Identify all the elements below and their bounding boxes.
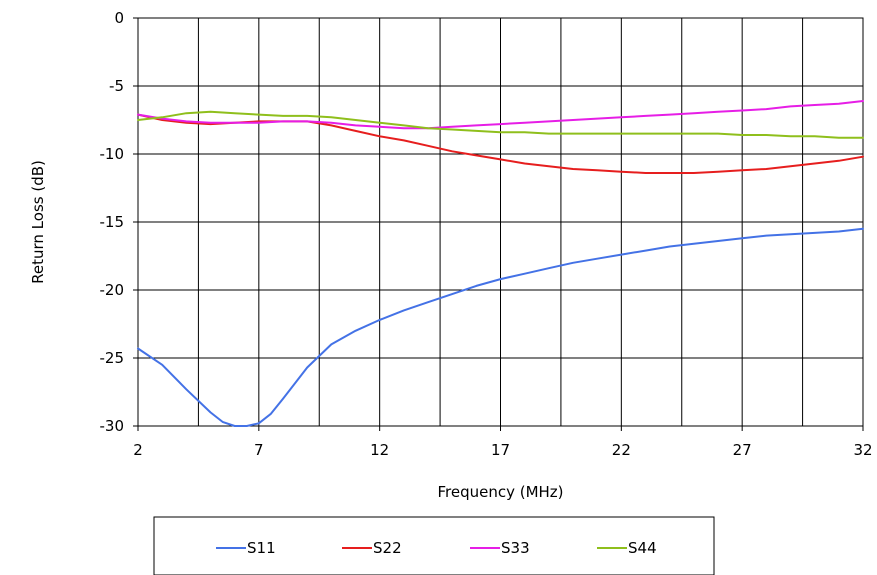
- series-line-s44: [137, 110, 864, 139]
- y-tick-label: -15: [100, 213, 125, 231]
- legend-label-s33: S33: [501, 539, 530, 557]
- series-line-s33: [137, 100, 864, 130]
- y-tick-label: -5: [109, 77, 124, 95]
- legend-label-s44: S44: [628, 539, 657, 557]
- y-axis-title: Return Loss (dB): [29, 160, 47, 284]
- chart-legend: S11 S22 S33 S44: [153, 516, 715, 575]
- x-tick-label: 27: [733, 441, 752, 459]
- chart-grid: [138, 17, 863, 427]
- series-layer: [137, 100, 864, 427]
- legend-label-s11: S11: [247, 539, 276, 557]
- y-tick-label: -25: [100, 349, 125, 367]
- series-line-s22: [137, 113, 864, 174]
- x-tick-label: 2: [133, 441, 143, 459]
- x-tick-label: 32: [853, 441, 872, 459]
- legend-box: [153, 516, 715, 575]
- x-tick-label: 22: [612, 441, 631, 459]
- x-axis-ticks: 2 7 12 17 22 27 32: [133, 426, 873, 459]
- y-tick-label: 0: [114, 9, 124, 27]
- y-axis-ticks: 0 -5 -10 -15 -20 -25 -30: [100, 9, 138, 435]
- legend-label-s22: S22: [373, 539, 402, 557]
- x-tick-label: 17: [491, 441, 510, 459]
- series-line-s11: [137, 227, 864, 427]
- y-tick-label: -30: [100, 417, 125, 435]
- x-axis-title: Frequency (MHz): [437, 483, 563, 501]
- y-tick-label: -10: [100, 145, 125, 163]
- y-tick-label: -20: [100, 281, 125, 299]
- x-tick-label: 7: [254, 441, 264, 459]
- x-tick-label: 12: [370, 441, 389, 459]
